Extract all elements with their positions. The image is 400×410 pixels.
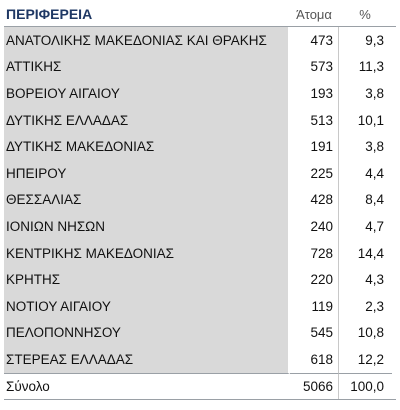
cell-region: ΔΥΤΙΚΗΣ ΜΑΚΕΔΟΝΙΑΣ xyxy=(4,133,290,160)
cell-count: 240 xyxy=(290,213,338,240)
cell-pct: 3,8 xyxy=(338,80,392,107)
cell-region: ΙΟΝΙΩΝ ΝΗΣΩΝ xyxy=(4,213,290,240)
cell-region: ΘΕΣΣΑΛΙΑΣ xyxy=(4,186,290,214)
cell-region: ΣΤΕΡΕΑΣ ΕΛΛΑΔΑΣ xyxy=(4,346,290,373)
cell-pct: 4,7 xyxy=(338,213,392,240)
cell-count: 193 xyxy=(290,80,338,107)
table-row: ΑΝΑΤΟΛΙΚΗΣ ΜΑΚΕΔΟΝΙΑΣ ΚΑΙ ΘΡΑΚΗΣ 473 9,3 xyxy=(4,27,396,54)
table-row: ΠΕΛΟΠΟΝΝΗΣΟΥ 545 10,8 xyxy=(4,319,396,347)
cell-pct: 9,3 xyxy=(338,27,392,54)
cell-region: ΔΥΤΙΚΗΣ ΕΛΛΑΔΑΣ xyxy=(4,106,290,134)
cell-region: ΑΝΑΤΟΛΙΚΗΣ ΜΑΚΕΔΟΝΙΑΣ ΚΑΙ ΘΡΑΚΗΣ xyxy=(4,27,290,54)
cell-pct: 3,8 xyxy=(338,133,392,160)
header-count: Άτομα xyxy=(296,6,332,22)
cell-region: ΚΕΝΤΡΙΚΗΣ ΜΑΚΕΔΟΝΙΑΣ xyxy=(4,239,290,267)
cell-pct: 14,4 xyxy=(338,239,392,267)
table-row: ΚΕΝΤΡΙΚΗΣ ΜΑΚΕΔΟΝΙΑΣ 728 14,4 xyxy=(4,239,396,267)
total-pct: 100,0 xyxy=(338,372,392,400)
header-pct: % xyxy=(359,6,371,22)
cell-count: 473 xyxy=(290,27,338,54)
cell-region: ΚΡΗΤΗΣ xyxy=(4,266,290,293)
table-row: ΙΟΝΙΩΝ ΝΗΣΩΝ 240 4,7 xyxy=(4,213,396,240)
cell-region: ΠΕΛΟΠΟΝΝΗΣΟΥ xyxy=(4,319,290,347)
cell-region: ΑΤΤΙΚΗΣ xyxy=(4,53,290,81)
cell-pct: 12,2 xyxy=(338,346,392,373)
cell-count: 191 xyxy=(290,133,338,160)
table-row: ΗΠΕΙΡΟΥ 225 4,4 xyxy=(4,159,396,187)
cell-region: ΗΠΕΙΡΟΥ xyxy=(4,159,290,187)
cell-count: 573 xyxy=(290,53,338,81)
table-row: ΔΥΤΙΚΗΣ ΕΛΛΑΔΑΣ 513 10,1 xyxy=(4,106,396,134)
table-row: ΘΕΣΣΑΛΙΑΣ 428 8,4 xyxy=(4,186,396,214)
cell-count: 119 xyxy=(290,292,338,320)
total-label: Σύνολο xyxy=(4,372,290,400)
table-row: ΑΤΤΙΚΗΣ 573 11,3 xyxy=(4,53,396,81)
cell-pct: 4,3 xyxy=(338,266,392,293)
cell-pct: 2,3 xyxy=(338,292,392,320)
cell-count: 428 xyxy=(290,186,338,214)
cell-pct: 10,8 xyxy=(338,319,392,347)
total-count: 5066 xyxy=(290,372,338,400)
cell-count: 220 xyxy=(290,266,338,293)
cell-count: 545 xyxy=(290,319,338,347)
cell-pct: 8,4 xyxy=(338,186,392,214)
cell-count: 225 xyxy=(290,159,338,187)
table-row: ΒΟΡΕΙΟΥ ΑΙΓΑΙΟΥ 193 3,8 xyxy=(4,80,396,107)
table-row: ΣΤΕΡΕΑΣ ΕΛΛΑΔΑΣ 618 12,2 xyxy=(4,346,396,373)
table-row: ΝΟΤΙΟΥ ΑΙΓΑΙΟΥ 119 2,3 xyxy=(4,292,396,320)
cell-region: ΝΟΤΙΟΥ ΑΙΓΑΙΟΥ xyxy=(4,292,290,320)
region-table: ΠΕΡΙΦΕΡΕΙΑ Άτομα % ΑΝΑΤΟΛΙΚΗΣ ΜΑΚΕΔΟΝΙΑΣ… xyxy=(4,2,396,401)
cell-pct: 10,1 xyxy=(338,106,392,134)
header-region: ΠΕΡΙΦΕΡΕΙΑ xyxy=(6,6,93,22)
cell-count: 618 xyxy=(290,346,338,373)
table-header: ΠΕΡΙΦΕΡΕΙΑ Άτομα % xyxy=(4,2,396,27)
cell-pct: 4,4 xyxy=(338,159,392,187)
cell-region: ΒΟΡΕΙΟΥ ΑΙΓΑΙΟΥ xyxy=(4,80,290,107)
cell-count: 513 xyxy=(290,106,338,134)
total-row: Σύνολο 5066 100,0 xyxy=(4,372,396,401)
table-row: ΔΥΤΙΚΗΣ ΜΑΚΕΔΟΝΙΑΣ 191 3,8 xyxy=(4,133,396,160)
table-row: ΚΡΗΤΗΣ 220 4,3 xyxy=(4,266,396,293)
cell-count: 728 xyxy=(290,239,338,267)
cell-pct: 11,3 xyxy=(338,53,392,81)
